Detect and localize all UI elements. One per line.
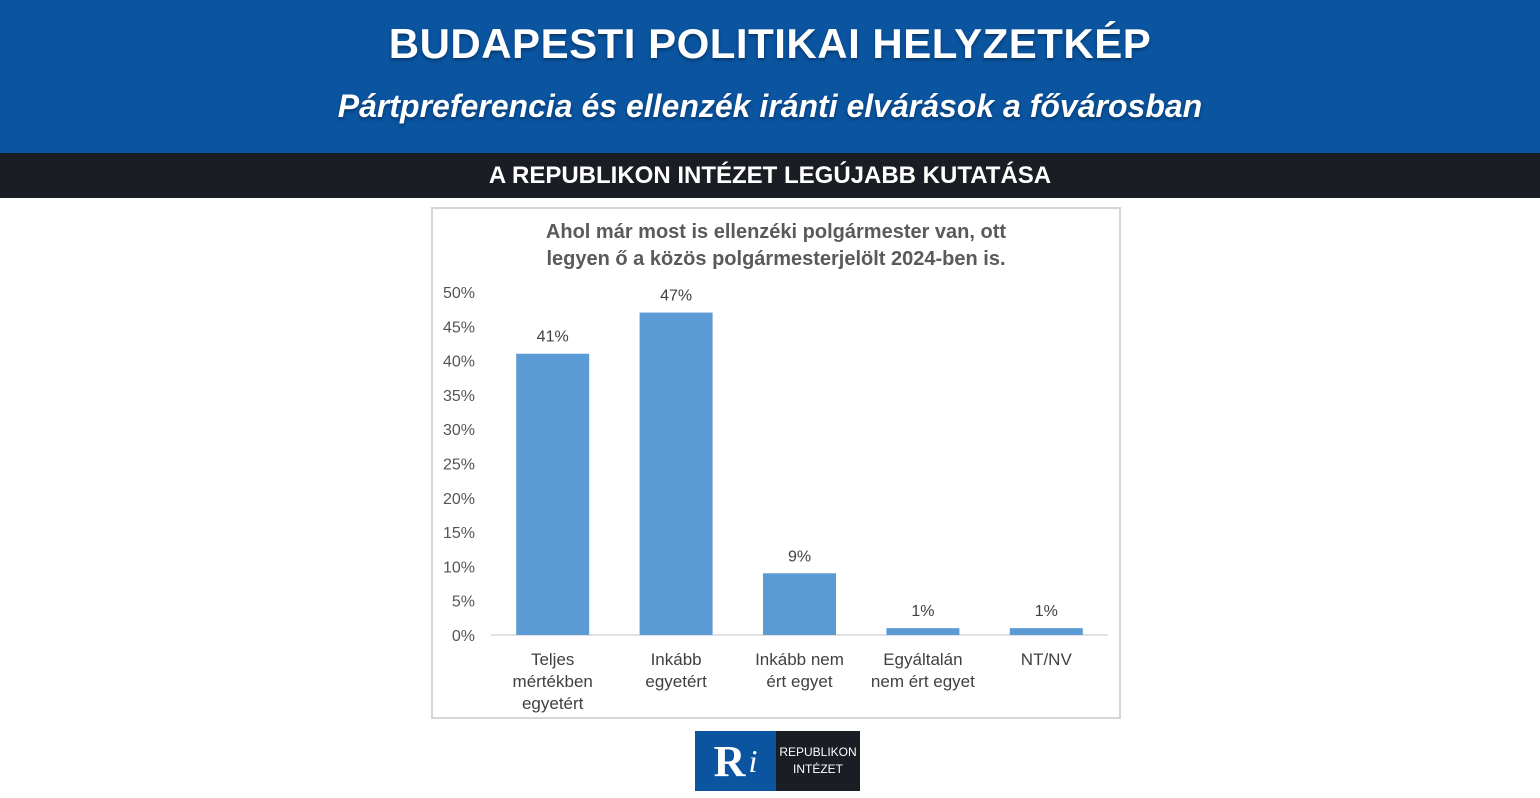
data-label: 41% bbox=[537, 329, 569, 346]
y-tick-label: 10% bbox=[443, 559, 475, 576]
bar bbox=[886, 628, 960, 635]
x-tick-label: Egyáltalán nem ért egyet bbox=[871, 650, 975, 691]
page-title: BUDAPESTI POLITIKAI HELYZETKÉP bbox=[388, 20, 1152, 67]
research-strip: A REPUBLIKON INTÉZET LEGÚJABB KUTATÁSA bbox=[0, 153, 1540, 198]
data-label: 1% bbox=[1035, 603, 1058, 620]
bar bbox=[763, 573, 836, 635]
x-tick-label: Teljes mértékben egyetért bbox=[513, 650, 593, 713]
chart-panel: Ahol már most is ellenzéki polgármester … bbox=[431, 207, 1121, 719]
y-tick-label: 50% bbox=[443, 285, 475, 302]
logo-line-2: INTÉZET bbox=[793, 762, 843, 776]
logo-line-1: REPUBLIKON bbox=[779, 745, 857, 759]
y-tick-label: 45% bbox=[443, 319, 475, 336]
logo-mark: R i bbox=[695, 731, 776, 791]
y-tick-label: 15% bbox=[443, 525, 475, 542]
y-tick-label: 0% bbox=[452, 628, 475, 645]
y-tick-label: 30% bbox=[443, 422, 475, 439]
chart-title: Ahol már most is ellenzéki polgármester … bbox=[545, 221, 1007, 270]
republikon-logo: R i REPUBLIKON INTÉZET bbox=[695, 731, 860, 791]
x-tick-label: Inkább egyetért bbox=[645, 650, 707, 691]
data-label: 1% bbox=[911, 603, 934, 620]
y-tick-label: 25% bbox=[443, 457, 475, 474]
bar bbox=[639, 312, 713, 635]
x-tick-label: NT/NV bbox=[1021, 650, 1073, 669]
page-subtitle: Pártpreferencia és ellenzék iránti elvár… bbox=[337, 88, 1203, 124]
bar-chart: 0% 5% 10% 15% 20% 25% 30% 35% 40% 45% 50% 41% Teljes… bbox=[443, 285, 1108, 713]
bar bbox=[1009, 628, 1083, 635]
y-tick-label: 40% bbox=[443, 354, 475, 371]
y-tick-label: 20% bbox=[443, 491, 475, 508]
y-tick-label: 35% bbox=[443, 388, 475, 405]
logo-letter: R bbox=[713, 736, 746, 786]
logo-letter-i: i bbox=[748, 742, 758, 779]
data-label: 9% bbox=[788, 548, 811, 565]
x-tick-label: Inkább nem ért egyet bbox=[755, 650, 844, 691]
data-label: 47% bbox=[660, 288, 692, 305]
y-tick-label: 5% bbox=[452, 594, 475, 611]
top-banner: BUDAPESTI POLITIKAI HELYZETKÉP Pártprefe… bbox=[0, 0, 1540, 153]
bar bbox=[516, 353, 590, 635]
logo-text: REPUBLIKON INTÉZET bbox=[776, 731, 860, 791]
